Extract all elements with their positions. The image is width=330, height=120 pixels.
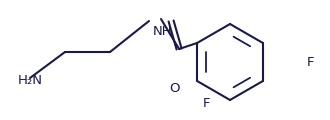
Text: F: F — [203, 97, 211, 110]
Text: NH: NH — [153, 25, 173, 38]
Text: O: O — [170, 82, 180, 95]
Text: H₂N: H₂N — [18, 73, 43, 87]
Text: F: F — [307, 55, 314, 69]
